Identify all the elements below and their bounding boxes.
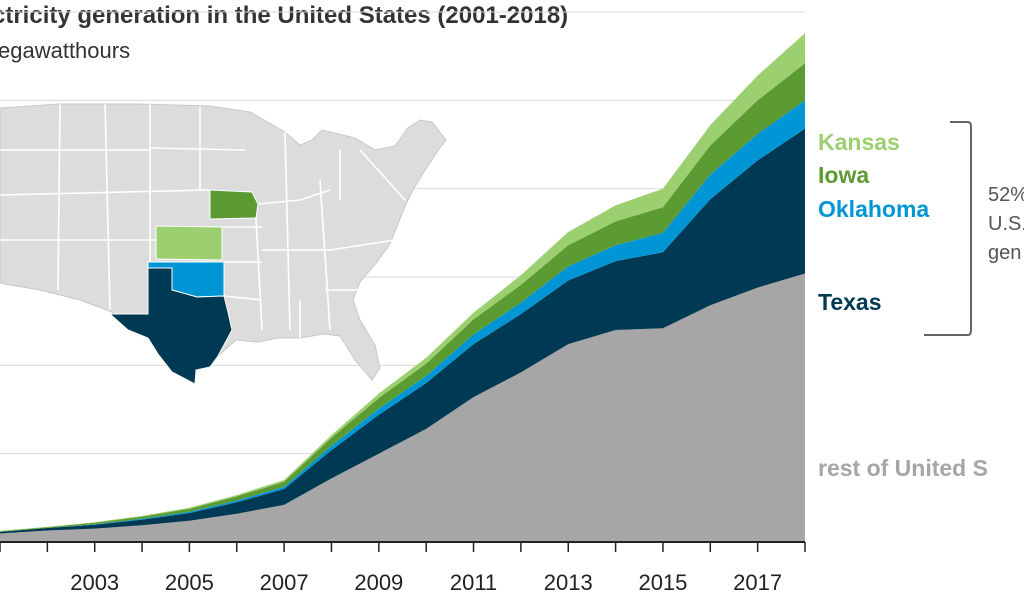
- series-label-texas: Texas: [818, 289, 882, 315]
- state-border: [359, 149, 406, 201]
- series-label-kansas: Kansas: [818, 129, 900, 155]
- x-tick-label: 2015: [638, 570, 687, 595]
- series-label-rest-of-united-s: rest of United S: [818, 455, 988, 481]
- series-label-oklahoma: Oklahoma: [818, 196, 929, 222]
- state-border: [284, 131, 291, 331]
- series-label-iowa: Iowa: [818, 162, 869, 188]
- share-annotation-line: U.S.: [988, 213, 1024, 235]
- state-border: [57, 103, 61, 291]
- x-tick-label: 2017: [733, 570, 782, 595]
- x-axis: 2003 2005 2007 2009 2011 2013 2015 2017: [0, 541, 806, 595]
- chart-title: ctricity generation in the United States…: [0, 2, 569, 29]
- state-border: [223, 295, 263, 301]
- iowa-state: [209, 189, 259, 220]
- x-tick-label: 2013: [544, 570, 593, 595]
- state-border: [149, 147, 246, 151]
- x-tick-label: 2005: [165, 570, 214, 595]
- x-tick-label: 2009: [354, 570, 403, 595]
- state-border: [257, 199, 301, 205]
- state-border: [329, 239, 396, 251]
- state-border: [104, 103, 111, 311]
- x-tick-label: 2003: [70, 570, 119, 595]
- state-border: [0, 189, 211, 196]
- us-map: [0, 103, 447, 385]
- state-border: [299, 189, 331, 201]
- share-bracket: [924, 121, 972, 336]
- share-annotation-line: gen: [988, 242, 1021, 264]
- state-border: [255, 217, 263, 331]
- share-annotation-line: 52%: [988, 184, 1024, 206]
- state-border: [319, 179, 331, 331]
- area-series-rest-of-united-s: [0, 273, 805, 542]
- share-annotation: 52% U.S. gen: [924, 121, 1024, 336]
- chart-subtitle: egawatthours: [0, 38, 131, 63]
- state-borders: [0, 103, 406, 338]
- series-labels: Kansas Iowa Oklahoma Texas rest of United S: [818, 129, 988, 481]
- kansas-state: [155, 225, 223, 261]
- x-tick-label: 2011: [450, 570, 497, 595]
- x-tick-label: 2007: [260, 570, 309, 595]
- stacked-areas: [0, 33, 805, 542]
- texas-state: [108, 267, 233, 385]
